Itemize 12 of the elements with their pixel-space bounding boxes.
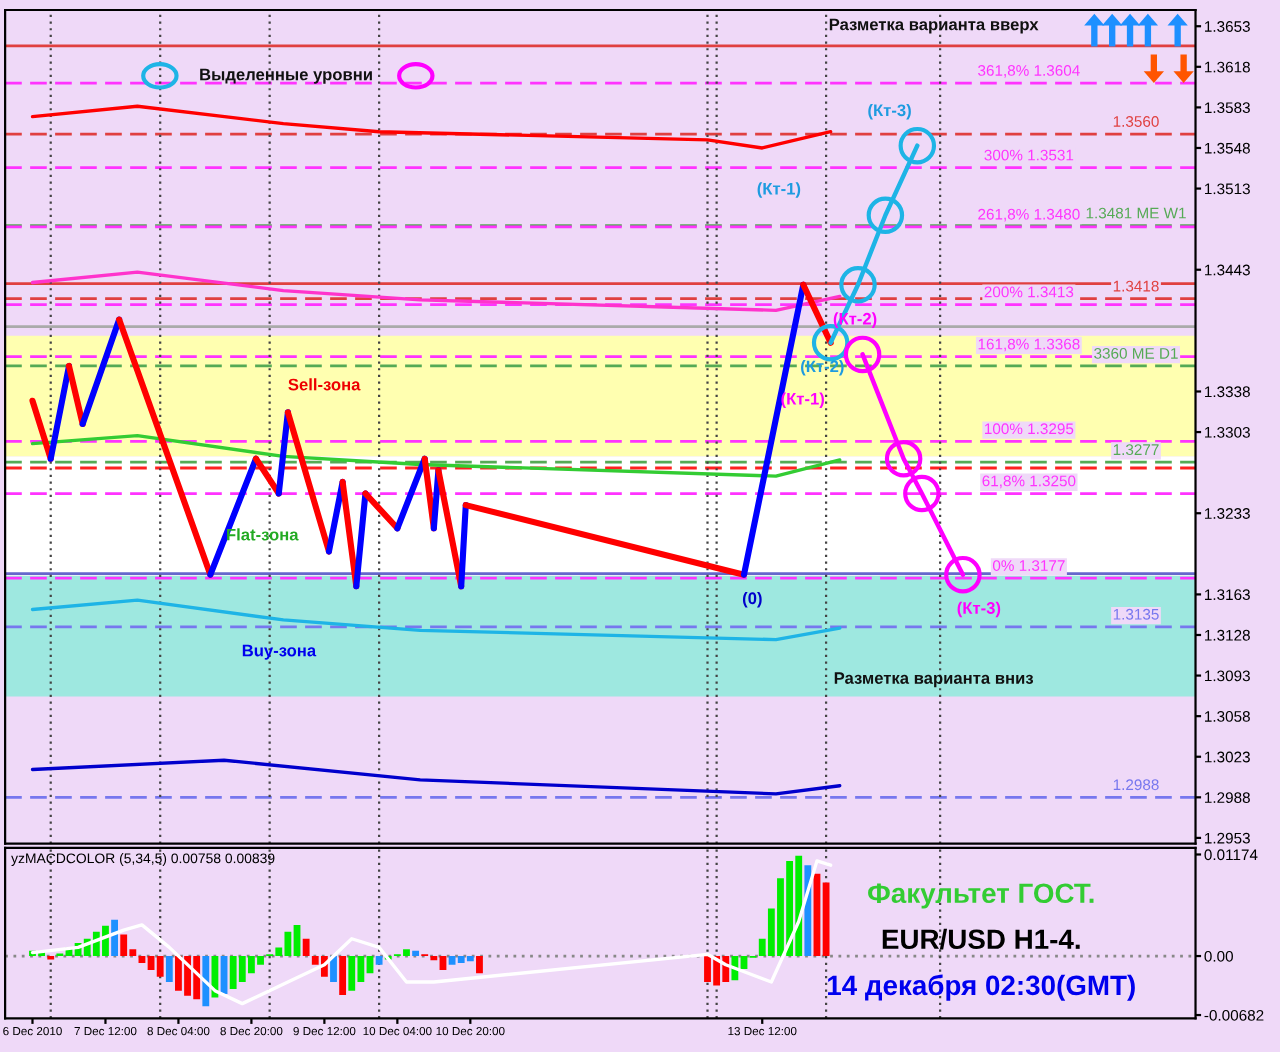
annotation: (Кт-3) [868, 103, 911, 120]
annotation: Выделенные уровни [200, 68, 372, 84]
annotation: Buy-зона [242, 644, 317, 660]
annotation: Sell-зона [288, 378, 361, 391]
annotation: EUR/USD H1-4. [882, 928, 1080, 950]
annotation: Факультет ГОСТ. [868, 883, 1094, 909]
annotation: (0) [742, 591, 762, 608]
annotation: Разметка варианта вниз [834, 672, 1034, 688]
annotation: (Кт-3) [957, 601, 1001, 618]
annotation: (Кт-1) [757, 182, 801, 198]
annotation: Разметка варианта вверх [829, 18, 1039, 34]
annotation: 14 декабря 02:30(GMT) [828, 974, 1135, 1001]
